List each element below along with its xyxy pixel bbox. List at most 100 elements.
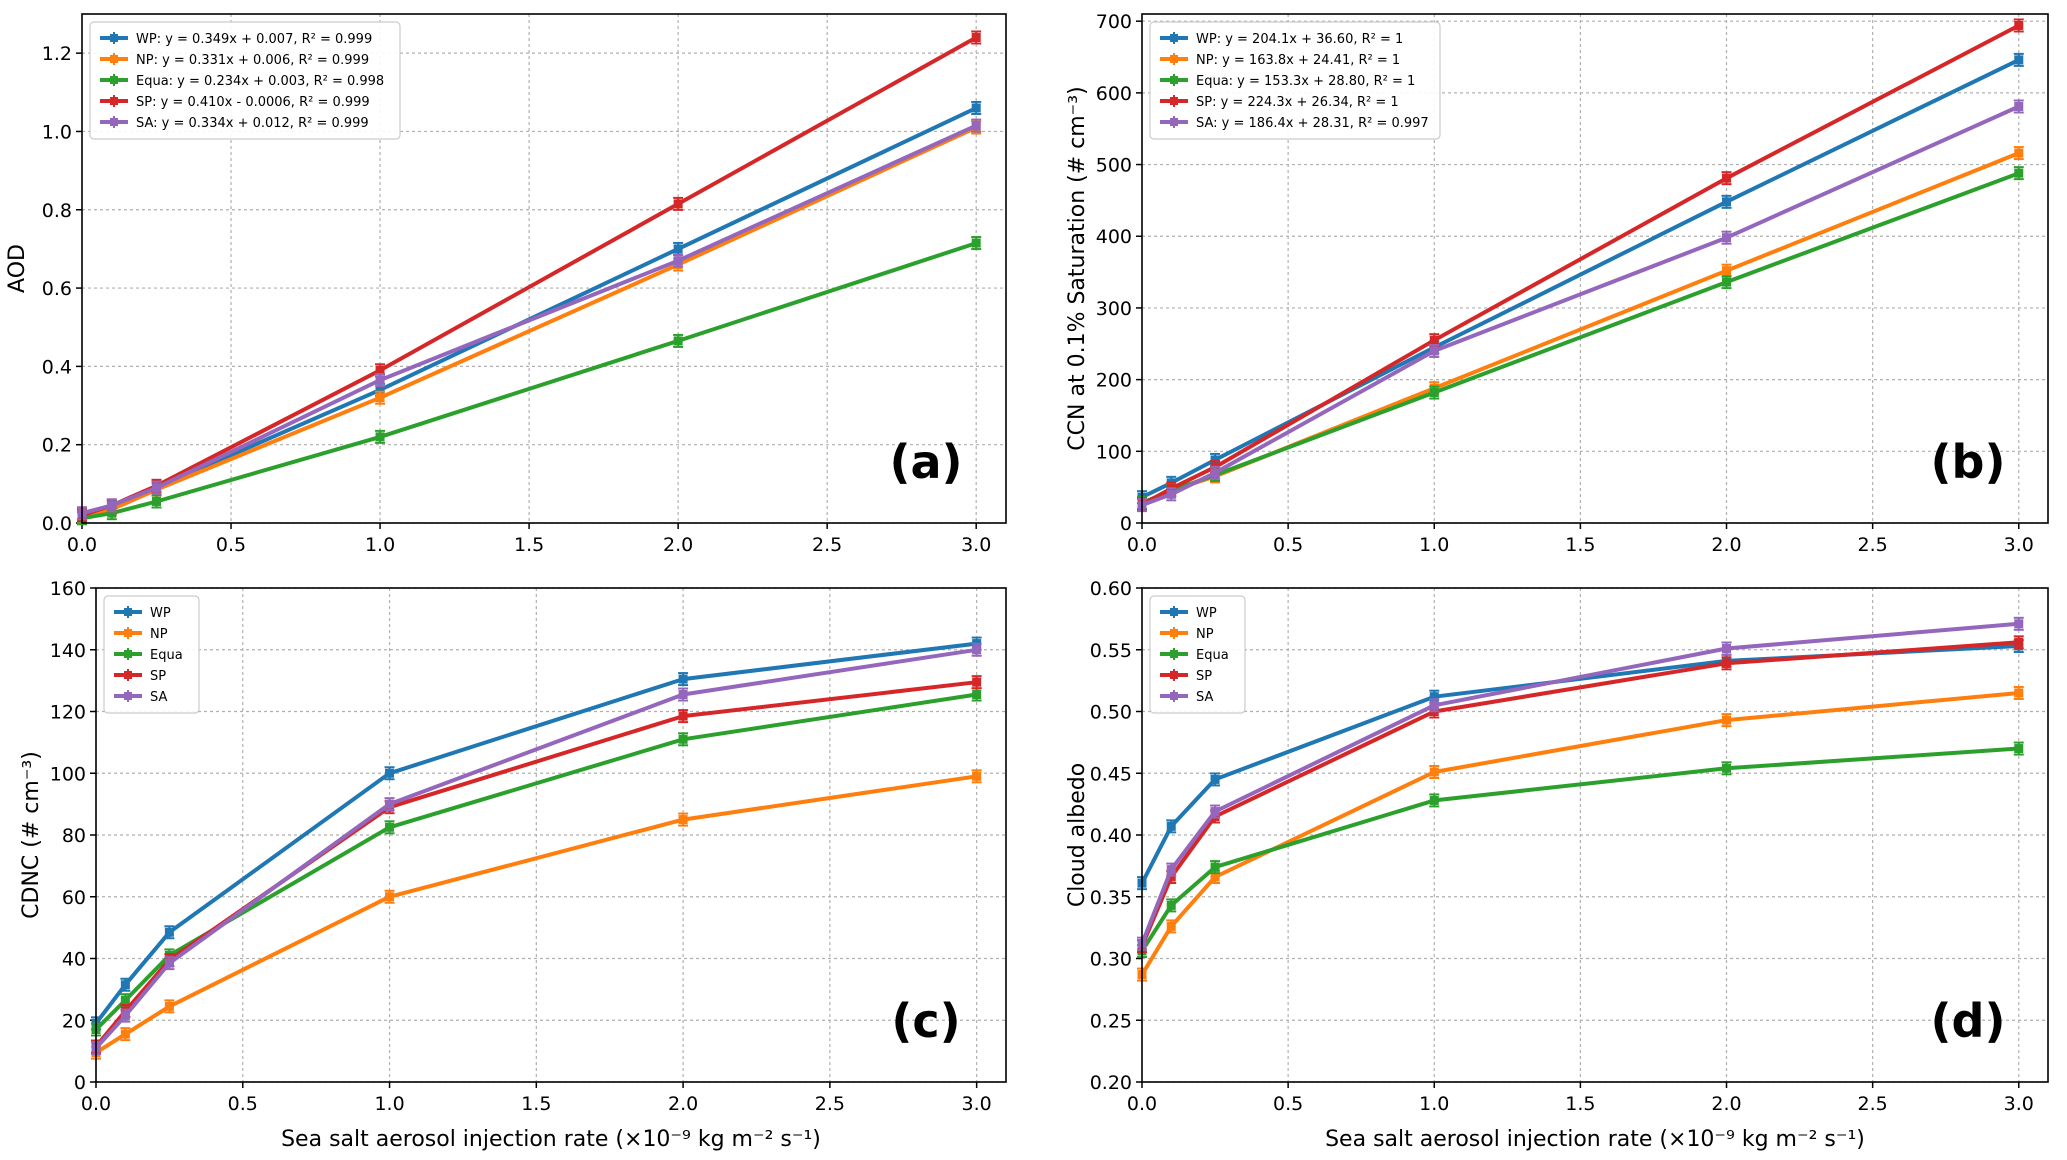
data-point-sa (164, 958, 174, 968)
x-tick-label: 2.5 (1858, 534, 1888, 556)
legend-swatch-marker (1170, 55, 1178, 63)
series-line-equa (81, 241, 977, 521)
y-tick-label: 120 (50, 702, 86, 724)
y-tick-label: 600 (1096, 83, 1132, 105)
data-point-equa (1722, 277, 1732, 287)
plot-frame (95, 587, 1007, 1083)
plot-frame (81, 13, 1007, 524)
y-axis-label: Cloud albedo (1065, 763, 1090, 907)
data-point-wp (1429, 692, 1439, 702)
data-point-np (385, 892, 395, 902)
y-axis-label: CDNC (# cm⁻³) (19, 751, 44, 919)
data-point-sp (1166, 872, 1176, 882)
data-point-equa (152, 496, 162, 506)
data-point-np (1722, 266, 1732, 276)
legend-swatch-marker (124, 671, 132, 679)
legend-swatch-marker (1170, 692, 1178, 700)
legend-entry: SP: y = 224.3x + 26.34, R² = 1 (1196, 95, 1399, 110)
legend-swatch-marker (124, 650, 132, 658)
x-axis-label: Sea salt aerosol injection rate (×10⁻⁹ k… (1325, 1127, 1865, 1152)
y-tick-label: 100 (50, 763, 86, 785)
data-point-sa (1722, 644, 1732, 654)
x-tick-label: 3.0 (2004, 534, 2034, 556)
x-tick-label: 1.5 (514, 534, 544, 556)
legend-entry: NP (1196, 627, 1214, 642)
series-line-sp (1141, 23, 2020, 507)
x-tick-label: 1.0 (365, 534, 395, 556)
data-point-equa (971, 238, 981, 248)
panel-label: (a) (889, 435, 962, 489)
data-point-wp (1166, 821, 1176, 831)
legend-entry: SP: y = 0.410x - 0.0006, R² = 0.999 (136, 95, 370, 110)
legend-entry: Equa (150, 648, 183, 663)
data-point-wp (1210, 455, 1220, 465)
legend-entry: SA: y = 186.4x + 28.31, R² = 0.997 (1196, 116, 1429, 131)
data-point-equa (1429, 388, 1439, 398)
y-tick-label: 0.4 (42, 356, 72, 378)
data-point-np (678, 815, 688, 825)
x-tick-label: 2.0 (1711, 1093, 1741, 1115)
data-point-wp (1210, 774, 1220, 784)
legend-swatch-marker (124, 608, 132, 616)
legend-swatch-marker (1170, 34, 1178, 42)
legend-entry: SA (150, 690, 167, 705)
legend-swatch-marker (1170, 76, 1178, 84)
legend-entry: NP (150, 627, 168, 642)
legend-box (1149, 21, 1441, 140)
legend-entry: SA (1196, 690, 1213, 705)
legend-entry: SA: y = 0.334x + 0.012, R² = 0.999 (136, 116, 369, 131)
data-point-sa (385, 799, 395, 809)
x-tick-label: 0.0 (81, 1093, 111, 1115)
legend: WP: y = 0.349x + 0.007, R² = 0.999 NP: y … (89, 21, 401, 140)
data-point-sp (2014, 637, 2024, 647)
series-line-sp (1140, 640, 2019, 947)
x-tick-label: 2.0 (663, 534, 693, 556)
data-point-wp (673, 244, 683, 254)
x-tick-label: 2.5 (812, 534, 842, 556)
data-point-equa (972, 690, 982, 700)
data-point-wp (971, 103, 981, 113)
y-tick-label: 0.50 (1090, 702, 1132, 724)
data-point-sp (1722, 173, 1732, 183)
panel-label: (c) (891, 994, 960, 1048)
x-tick-label: 0.5 (1273, 534, 1303, 556)
data-point-equa (1722, 763, 1732, 773)
data-point-equa (678, 734, 688, 744)
legend-box (89, 21, 401, 140)
data-point-np (2014, 688, 2024, 698)
legend-swatch-marker (124, 629, 132, 637)
y-tick-label: 60 (62, 887, 86, 909)
x-tick-label: 0.5 (216, 534, 246, 556)
legend-entry: WP: y = 204.1x + 36.60, R² = 1 (1196, 32, 1403, 47)
data-point-equa (1210, 862, 1220, 872)
legend-swatch-marker (110, 118, 118, 126)
data-point-equa (2014, 744, 2024, 754)
y-tick-label: 0.60 (1090, 578, 1132, 600)
legend-entry: NP: y = 0.331x + 0.006, R² = 0.999 (136, 53, 369, 68)
data-point-sa (1210, 468, 1220, 478)
x-tick-label: 1.0 (1419, 534, 1449, 556)
y-tick-label: 0.25 (1090, 1010, 1132, 1032)
data-point-np (1429, 767, 1439, 777)
y-tick-label: 0.2 (42, 435, 72, 457)
data-point-np (1722, 715, 1732, 725)
y-tick-label: 0.0 (42, 513, 72, 535)
data-point-sa (120, 1011, 130, 1021)
y-tick-label: 160 (50, 578, 86, 600)
panel-label: (b) (1931, 435, 2006, 489)
y-tick-label: 0 (1120, 513, 1132, 535)
legend-box (103, 595, 200, 714)
data-point-sa (107, 500, 117, 510)
legend: WP NP Equa SP SA (103, 595, 200, 714)
y-tick-label: 700 (1096, 11, 1132, 33)
legend-entry: SP (1196, 669, 1212, 684)
y-tick-label: 0.35 (1090, 887, 1132, 909)
data-point-equa (385, 822, 395, 832)
y-tick-label: 80 (62, 825, 86, 847)
series-line-np (94, 774, 977, 1055)
y-tick-label: 20 (62, 1010, 86, 1032)
panel-a: 0.0 0.5 1.0 1.5 2.0 2.5 3.0 0.0 0.2 0.4 0.6 0.8 1.0 1… (5, 13, 1007, 556)
data-point-sa (375, 375, 385, 385)
data-point-equa (1166, 900, 1176, 910)
x-tick-label: 0.5 (228, 1093, 258, 1115)
